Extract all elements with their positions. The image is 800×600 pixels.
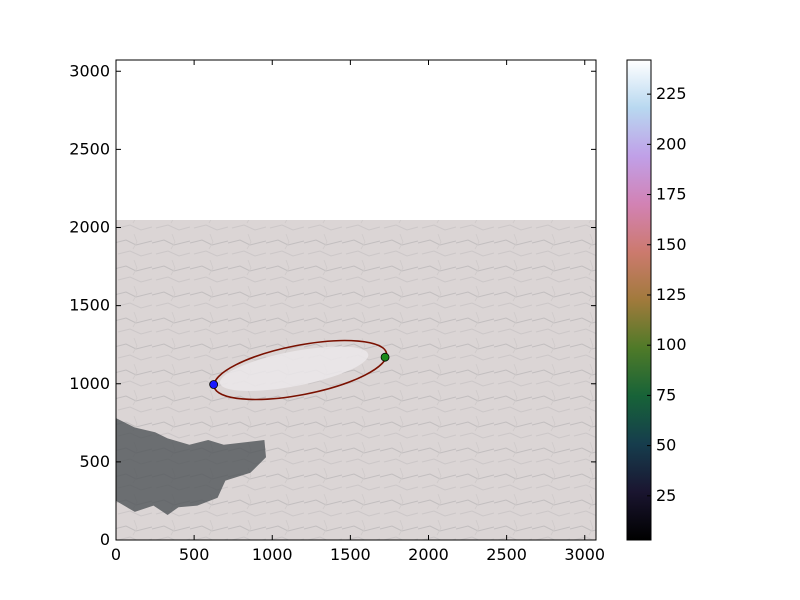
colorbar-tick-label: 125 <box>656 285 687 304</box>
colorbar-tick-label: 175 <box>656 185 687 204</box>
plot-frame <box>115 59 597 541</box>
colorbar-ticks: 25 50 75 100 125 150 175 200 225 <box>647 84 687 505</box>
x-tick-label: 3000 <box>564 545 605 564</box>
x-tick-label: 500 <box>179 545 210 564</box>
colorbar-tick-label: 50 <box>656 436 676 455</box>
x-tick-label: 1500 <box>330 545 371 564</box>
markers-layer <box>209 352 390 389</box>
colorbar-fill <box>626 59 652 541</box>
bright-region <box>219 346 369 392</box>
x-tick-label: 2000 <box>408 545 449 564</box>
colorbar-tick-label: 25 <box>656 486 676 505</box>
marker-start <box>209 380 219 389</box>
y-axis: 0 500 1000 1500 2000 2500 3000 <box>69 61 596 549</box>
dark-rough-terrain <box>116 418 266 515</box>
x-tick-label: 1000 <box>252 545 293 564</box>
y-tick-label: 3000 <box>69 61 110 80</box>
x-tick-label: 0 <box>111 545 121 564</box>
colorbar-tick-label: 75 <box>656 385 676 404</box>
colorbar-tick-label: 150 <box>656 235 687 254</box>
y-tick-label: 2500 <box>69 139 110 158</box>
y-tick-label: 0 <box>100 530 110 549</box>
x-axis: 0 500 1000 1500 2000 2500 3000 <box>111 60 605 564</box>
marker-end <box>380 352 390 362</box>
colorbar: 25 50 75 100 125 150 175 200 225 <box>626 59 687 541</box>
colorbar-tick-label: 200 <box>656 134 687 153</box>
colorbar-tick-label: 225 <box>656 84 687 103</box>
plot-area: 0 500 1000 1500 2000 2500 3000 0 500 1000 1500 200… <box>69 59 605 564</box>
y-tick-label: 500 <box>79 452 110 471</box>
x-tick-label: 2500 <box>486 545 527 564</box>
colorbar-tick-label: 100 <box>656 335 687 354</box>
y-tick-label: 2000 <box>69 218 110 237</box>
y-tick-label: 1500 <box>69 296 110 315</box>
y-tick-label: 1000 <box>69 374 110 393</box>
